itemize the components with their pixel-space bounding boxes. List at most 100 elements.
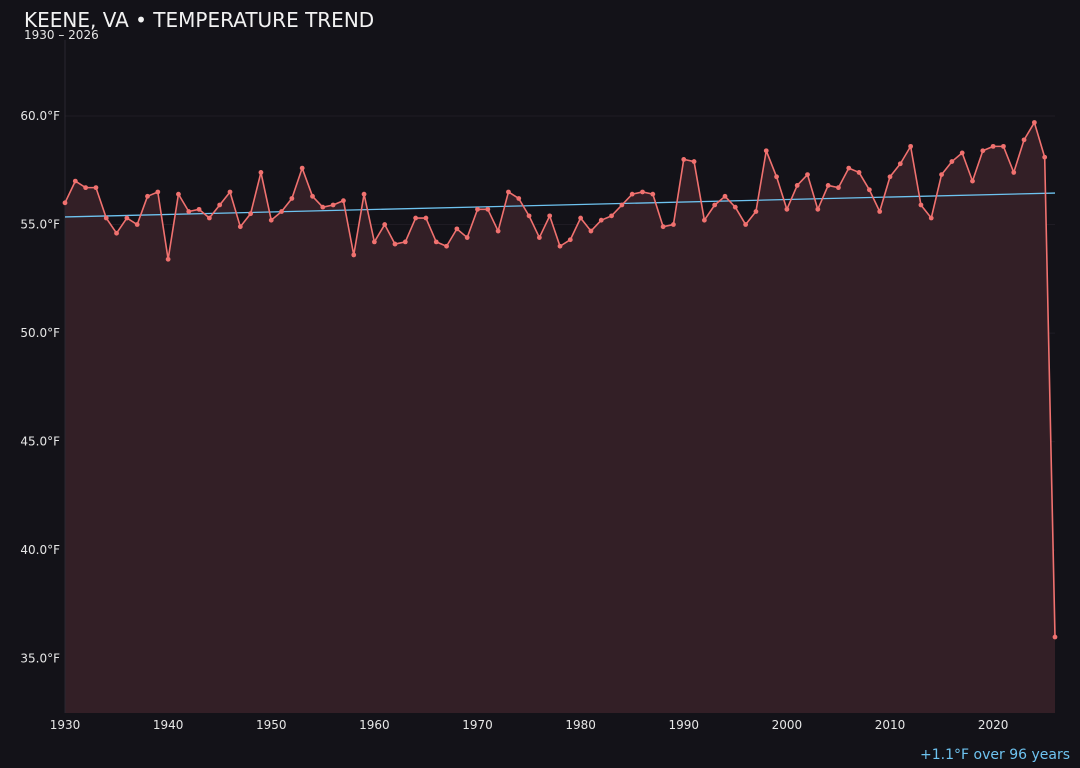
data-point xyxy=(918,202,924,208)
data-point xyxy=(732,204,738,210)
x-tick-label: 2000 xyxy=(772,718,803,732)
y-tick-label: 45.0°F xyxy=(20,435,60,449)
data-point xyxy=(691,159,697,164)
data-point xyxy=(753,209,759,214)
chart-title: KEENE, VA • TEMPERATURE TREND xyxy=(24,8,375,32)
data-point xyxy=(660,224,666,230)
y-tick-label: 35.0°F xyxy=(20,652,60,666)
data-point xyxy=(93,185,99,191)
y-axis-ticks: 35.0°F 40.0°F 45.0°F 50.0°F 55.0°F 60.0°F xyxy=(20,109,60,666)
data-point xyxy=(598,217,604,223)
chart-subtitle: 1930 – 2026 xyxy=(24,28,99,42)
data-point xyxy=(722,193,728,199)
data-point xyxy=(897,161,903,167)
data-point xyxy=(846,165,852,171)
data-point xyxy=(310,193,315,199)
data-point xyxy=(62,200,68,206)
y-tick-label: 40.0°F xyxy=(20,543,60,557)
data-point xyxy=(784,206,790,212)
data-point xyxy=(794,183,800,188)
data-point xyxy=(701,217,707,223)
data-point xyxy=(382,222,388,227)
data-point xyxy=(671,222,676,227)
x-tick-label: 1970 xyxy=(462,718,493,732)
data-point xyxy=(320,204,326,210)
y-tick-label: 50.0°F xyxy=(20,326,60,340)
data-point xyxy=(536,235,542,240)
data-point xyxy=(237,224,243,230)
data-point xyxy=(856,170,862,175)
data-point xyxy=(1001,143,1006,149)
data-point xyxy=(196,206,202,212)
data-point xyxy=(176,191,181,197)
data-point xyxy=(402,239,408,245)
x-tick-label: 2010 xyxy=(875,718,906,732)
data-point xyxy=(258,170,264,175)
x-tick-label: 1960 xyxy=(359,718,390,732)
data-point xyxy=(949,159,955,164)
data-point xyxy=(712,202,718,208)
y-tick-label: 60.0°F xyxy=(20,109,60,123)
data-point xyxy=(268,217,274,223)
data-point xyxy=(619,202,625,208)
data-point xyxy=(526,213,532,219)
data-point xyxy=(650,191,656,197)
data-point xyxy=(516,196,522,201)
data-point xyxy=(557,243,563,249)
data-point xyxy=(433,239,439,245)
data-point xyxy=(588,228,594,234)
data-point xyxy=(330,202,336,208)
data-point xyxy=(83,185,89,191)
data-point xyxy=(495,228,501,234)
data-point xyxy=(877,209,883,214)
x-tick-label: 2020 xyxy=(978,718,1009,732)
data-point xyxy=(351,252,357,258)
data-point xyxy=(289,196,295,201)
data-point xyxy=(279,209,284,214)
data-point xyxy=(1011,170,1017,175)
data-point xyxy=(825,183,831,188)
data-point xyxy=(341,198,346,204)
x-tick-label: 1940 xyxy=(153,718,184,732)
data-point xyxy=(866,187,872,193)
x-tick-label: 1930 xyxy=(50,718,81,732)
data-point xyxy=(629,191,635,197)
data-point xyxy=(299,165,305,171)
data-point xyxy=(145,193,150,199)
data-point xyxy=(413,215,419,221)
data-point xyxy=(980,148,986,154)
data-point xyxy=(887,174,893,180)
data-point xyxy=(928,215,934,221)
data-point xyxy=(124,215,130,221)
trend-line xyxy=(64,192,1056,218)
data-point xyxy=(485,206,491,212)
data-point xyxy=(72,178,78,184)
x-tick-label: 1980 xyxy=(565,718,596,732)
data-point xyxy=(392,241,398,247)
data-point xyxy=(815,206,821,212)
x-tick-label: 1950 xyxy=(256,718,287,732)
data-point xyxy=(217,202,223,208)
data-point xyxy=(939,172,944,178)
data-point xyxy=(114,230,119,236)
data-point xyxy=(1042,154,1048,160)
data-point xyxy=(103,215,109,221)
data-point xyxy=(206,215,212,221)
data-point xyxy=(908,143,914,149)
data-point xyxy=(959,150,965,156)
data-point xyxy=(1052,634,1058,640)
data-point xyxy=(248,211,254,217)
data-point xyxy=(155,189,161,195)
data-point xyxy=(970,178,975,184)
y-tick-label: 55.0°F xyxy=(20,218,60,232)
data-point xyxy=(371,239,377,245)
data-point xyxy=(743,222,749,227)
data-point xyxy=(361,191,367,197)
data-point xyxy=(186,209,192,214)
data-point xyxy=(609,213,614,219)
data-point xyxy=(640,189,645,195)
data-point xyxy=(836,185,841,191)
data-point xyxy=(567,237,573,243)
data-point xyxy=(227,189,233,195)
